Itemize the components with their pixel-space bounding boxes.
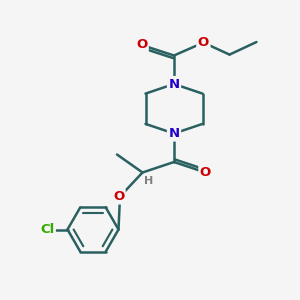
Text: O: O — [136, 38, 147, 52]
Text: O: O — [200, 166, 211, 179]
Text: N: N — [168, 127, 180, 140]
Text: Cl: Cl — [40, 223, 54, 236]
Text: O: O — [198, 36, 209, 49]
Text: N: N — [168, 77, 180, 91]
Text: O: O — [113, 190, 124, 203]
Text: H: H — [145, 176, 154, 186]
